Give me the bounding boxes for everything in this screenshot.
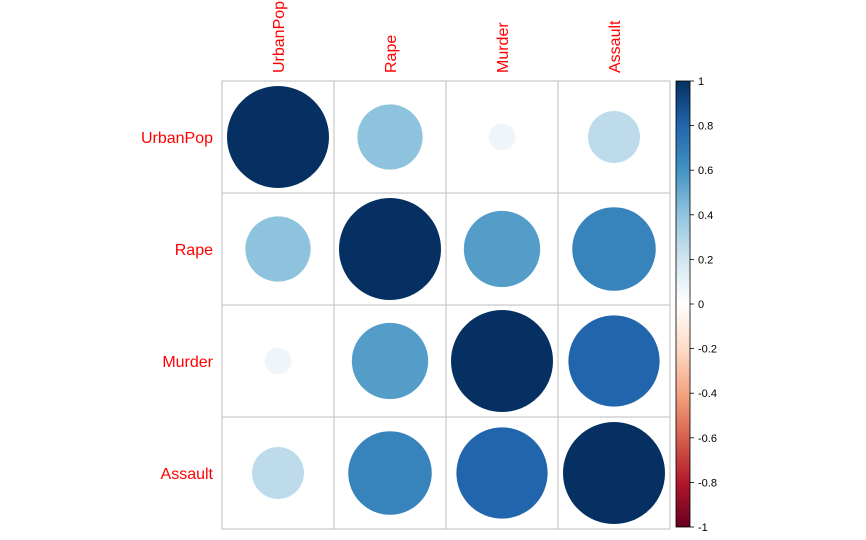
row-label: Murder [162,354,213,371]
correlation-circle [572,207,656,291]
correlation-circle [264,347,292,375]
column-label: UrbanPop [271,1,288,73]
colorbar-tick-label: -1 [698,522,708,534]
colorbar-tick-label: 0.4 [698,210,713,222]
correlation-circle [339,198,441,300]
row-label: UrbanPop [141,130,213,147]
colorbar [675,80,691,528]
colorbar-tick-label: 1 [698,76,704,88]
correlation-circle [227,86,329,188]
correlation-circle [563,422,665,524]
correlation-circle [357,104,423,170]
column-label: Rape [383,35,400,73]
correlation-circle [568,315,660,407]
colorbar-tick-label: 0 [698,299,704,311]
correlation-circle [348,431,432,515]
correlation-circle [245,216,311,282]
correlation-circle [463,210,541,288]
row-label: Rape [175,242,213,259]
colorbar-tick-label: -0.8 [698,477,717,489]
colorbar-tick-label: -0.2 [698,344,717,356]
colorbar-tick-label: -0.4 [698,388,717,400]
colorbar-tick-label: 0.8 [698,121,713,133]
correlation-circle [488,123,516,151]
correlation-circle [252,447,304,499]
correlation-circle [456,427,548,519]
row-label: Assault [161,466,214,483]
column-label: Assault [607,20,624,73]
correlation-circle [451,310,553,412]
correlation-circle [351,322,429,400]
colorbar-gradient [675,80,691,528]
row-labels: UrbanPop Rape Murder Assault [141,130,214,483]
colorbar-tick-label: -0.6 [698,433,717,445]
column-label: Murder [495,22,512,73]
correlation-circle [588,111,640,163]
colorbar-ticks: 1 0.8 0.6 0.4 0.2 0 -0.2 -0.4 -0.6 -0.8 -1 [690,76,717,534]
colorbar-tick-label: 0.2 [698,254,713,266]
correlation-circles [227,86,665,524]
column-labels: UrbanPop Rape Murder Assault [271,1,624,73]
colorbar-tick-label: 0.6 [698,165,713,177]
